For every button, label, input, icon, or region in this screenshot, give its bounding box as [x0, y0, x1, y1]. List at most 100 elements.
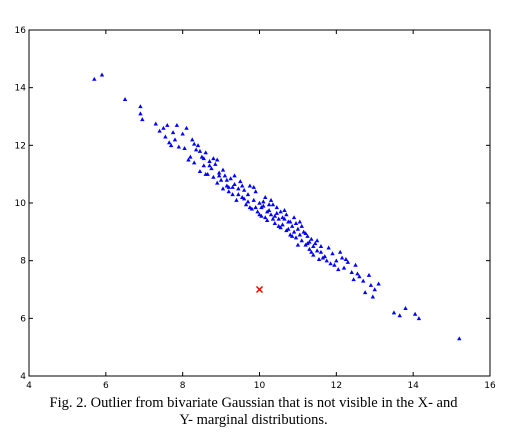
- data-point: [282, 216, 287, 221]
- data-point: [278, 225, 283, 230]
- data-point: [272, 213, 278, 218]
- data-point: [278, 209, 283, 214]
- data-point: [403, 306, 408, 311]
- data-point: [138, 111, 143, 116]
- data-point: [197, 169, 203, 174]
- data-point: [293, 220, 299, 225]
- data-point: [355, 271, 360, 276]
- data-point: [316, 257, 322, 261]
- y-tick-label: 12: [15, 141, 26, 151]
- x-tick-label: 12: [331, 381, 342, 391]
- data-point: [305, 233, 310, 238]
- data-point: [270, 202, 276, 207]
- data-point: [230, 184, 235, 189]
- data-point: [193, 147, 199, 152]
- data-points: [92, 72, 462, 341]
- data-point: [370, 294, 376, 299]
- data-point: [309, 249, 314, 254]
- axis-ticks: 4 6 8 10 12 14 16 4 6 8 10 12 14 16: [15, 26, 496, 391]
- data-point: [191, 160, 197, 165]
- data-point: [216, 170, 222, 175]
- data-point: [138, 104, 143, 109]
- data-point: [282, 208, 287, 212]
- data-point: [230, 192, 235, 197]
- caption-line-1: Fig. 2. Outlier from bivariate Gaussian …: [49, 395, 458, 411]
- data-point: [180, 131, 185, 136]
- data-point: [216, 173, 222, 178]
- data-point: [245, 199, 251, 204]
- data-point: [266, 202, 272, 207]
- data-point: [259, 205, 264, 210]
- x-tick-label: 14: [407, 381, 419, 391]
- data-point: [412, 311, 418, 316]
- data-point: [313, 241, 318, 246]
- data-point: [241, 187, 247, 192]
- data-point: [457, 336, 462, 341]
- data-point: [303, 231, 308, 236]
- data-point: [416, 316, 422, 321]
- data-point: [174, 122, 180, 127]
- data-point: [236, 192, 241, 197]
- data-point: [241, 196, 247, 201]
- data-point: [195, 143, 201, 148]
- data-point: [328, 261, 333, 266]
- data-point: [397, 313, 402, 318]
- data-point: [353, 262, 358, 267]
- data-point: [220, 167, 226, 172]
- data-point: [341, 265, 347, 270]
- data-point: [207, 163, 212, 168]
- data-point: [176, 144, 182, 149]
- data-point: [211, 174, 216, 179]
- data-point: [243, 202, 249, 207]
- data-point: [376, 281, 381, 286]
- data-point: [320, 255, 326, 260]
- data-point: [334, 258, 339, 263]
- data-point: [226, 184, 231, 189]
- data-point: [226, 189, 231, 194]
- data-point: [368, 282, 374, 287]
- data-point: [357, 274, 362, 279]
- data-point: [153, 121, 158, 126]
- data-point: [251, 197, 256, 202]
- data-point: [288, 219, 293, 224]
- x-tick-label: 16: [484, 381, 496, 391]
- y-tick-label: 10: [15, 199, 27, 209]
- x-tick-label: 10: [254, 381, 266, 391]
- data-point: [297, 232, 303, 237]
- data-point: [366, 272, 372, 277]
- data-point: [326, 245, 331, 250]
- data-point: [291, 229, 297, 234]
- data-point: [213, 161, 218, 166]
- data-point: [289, 223, 295, 228]
- data-point: [197, 148, 203, 153]
- data-point: [188, 154, 193, 159]
- data-point: [270, 216, 276, 221]
- data-point: [264, 209, 270, 214]
- data-point: [339, 255, 345, 260]
- data-point: [190, 137, 195, 142]
- data-point: [372, 287, 377, 292]
- data-point: [161, 125, 166, 130]
- data-point: [330, 251, 335, 256]
- data-point: [391, 310, 397, 315]
- data-point: [249, 206, 255, 211]
- data-point: [203, 171, 208, 176]
- data-point: [272, 220, 278, 225]
- data-point: [170, 130, 176, 135]
- data-point: [247, 183, 253, 188]
- data-point: [263, 195, 268, 199]
- x-tick-label: 8: [180, 381, 186, 391]
- x-tick-label: 6: [103, 381, 109, 391]
- data-point: [268, 212, 274, 217]
- data-point: [257, 200, 262, 205]
- data-point: [207, 158, 212, 163]
- data-point: [297, 219, 303, 224]
- data-point: [122, 97, 128, 101]
- data-point: [289, 233, 295, 238]
- data-point: [263, 215, 268, 220]
- figure-caption: Fig. 2. Outlier from bivariate Gaussian …: [0, 395, 507, 429]
- data-point: [268, 197, 274, 202]
- data-point: [234, 197, 239, 202]
- data-point: [318, 249, 324, 254]
- data-point: [209, 166, 214, 171]
